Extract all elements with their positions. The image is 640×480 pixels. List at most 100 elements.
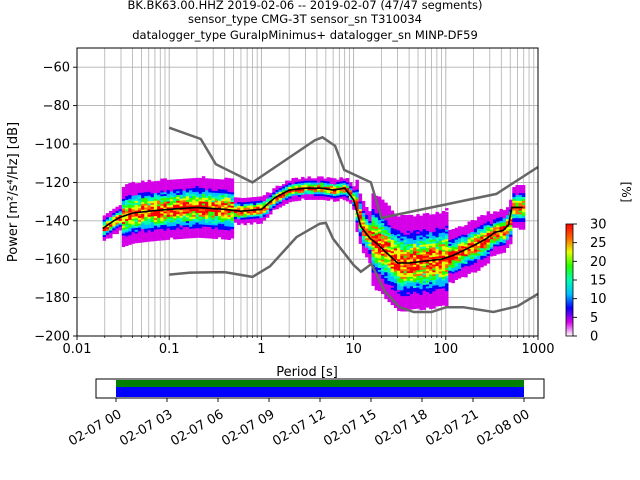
pdf-cell xyxy=(413,299,417,302)
pdf-cell xyxy=(249,197,254,200)
pdf-cell xyxy=(381,253,385,256)
pdf-cell xyxy=(493,242,497,245)
pdf-cell xyxy=(125,197,129,200)
pdf-cell xyxy=(198,189,203,192)
pdf-cell xyxy=(393,305,398,308)
pdf-cell xyxy=(493,238,497,241)
pdf-cell xyxy=(147,197,151,200)
pdf-cell xyxy=(422,228,427,232)
pdf-cell xyxy=(425,270,430,273)
pdf-cell xyxy=(429,245,433,248)
pdf-cell xyxy=(374,278,379,281)
pdf-cell xyxy=(422,290,427,293)
pdf-cell xyxy=(358,205,363,208)
pdf-cell xyxy=(400,293,404,297)
pdf-cell xyxy=(185,224,190,227)
pdf-cell xyxy=(381,218,385,222)
pdf-cell xyxy=(377,258,382,261)
pdf-cell xyxy=(141,182,145,185)
pdf-cell xyxy=(102,225,107,228)
pdf-cell xyxy=(179,194,183,197)
pdf-cell xyxy=(393,265,398,268)
pdf-cell xyxy=(486,228,491,231)
pdf-cell xyxy=(112,212,116,215)
pdf-cell xyxy=(441,245,446,248)
pdf-cell xyxy=(477,222,481,225)
pdf-cell xyxy=(397,216,401,219)
pdf-cell xyxy=(515,187,519,190)
pdf-cell xyxy=(429,302,433,306)
pdf-cell xyxy=(166,191,171,194)
pdf-cell xyxy=(358,218,363,221)
pdf-cell xyxy=(217,231,222,234)
pdf-cell xyxy=(173,229,177,232)
pdf-cell xyxy=(381,207,385,210)
pdf-cell xyxy=(214,194,219,197)
coverage-tick-label: 02-07 12 xyxy=(270,407,328,449)
pdf-cell xyxy=(441,220,446,223)
pdf-cell xyxy=(390,247,395,250)
pdf-cell xyxy=(499,251,503,254)
pdf-cell xyxy=(205,191,209,195)
pdf-cell xyxy=(141,180,145,183)
pdf-cell xyxy=(214,232,219,236)
pdf-cell xyxy=(365,239,369,242)
pdf-cell xyxy=(163,214,167,218)
pdf-cell xyxy=(173,204,177,207)
pdf-cell xyxy=(406,240,411,243)
pdf-cell xyxy=(153,194,158,197)
pdf-cell xyxy=(377,286,382,290)
pdf-cell xyxy=(243,211,247,214)
pdf-cell xyxy=(195,210,199,213)
pdf-cell xyxy=(432,289,436,292)
pdf-cell xyxy=(355,195,359,198)
pdf-cell xyxy=(205,199,209,202)
pdf-cell xyxy=(371,247,375,250)
pdf-cell xyxy=(211,184,215,187)
pdf-cell xyxy=(390,227,395,231)
pdf-cell xyxy=(374,236,379,239)
pdf-cell xyxy=(464,230,468,234)
pdf-cell xyxy=(163,203,167,206)
pdf-cell xyxy=(422,303,427,306)
pdf-cell xyxy=(230,220,235,224)
pdf-cell xyxy=(275,185,279,189)
pdf-cell xyxy=(461,253,465,256)
pdf-cell xyxy=(416,285,420,288)
pdf-cell xyxy=(422,247,427,251)
pdf-cell xyxy=(198,191,203,194)
pdf-cell xyxy=(502,242,507,246)
pdf-cell xyxy=(208,197,212,201)
pdf-cell xyxy=(381,262,385,266)
pdf-cell xyxy=(121,213,126,217)
pdf-cell xyxy=(163,222,167,225)
pdf-cell xyxy=(432,229,436,232)
pdf-cell xyxy=(502,214,507,217)
pdf-cell xyxy=(521,217,526,221)
pdf-cell xyxy=(208,224,212,227)
pdf-cell xyxy=(169,227,174,230)
pdf-cell xyxy=(125,187,129,191)
pdf-cell xyxy=(246,203,251,206)
pdf-cell xyxy=(285,180,289,183)
pdf-cell xyxy=(125,186,129,189)
pdf-cell xyxy=(153,238,158,242)
pdf-cell xyxy=(371,225,375,229)
pdf-cell xyxy=(393,225,398,228)
pdf-cell xyxy=(269,212,273,215)
pdf-cell xyxy=(397,293,401,296)
pdf-cell xyxy=(381,243,385,247)
pdf-cell xyxy=(217,213,222,217)
pdf-cell xyxy=(473,247,478,250)
pdf-cell xyxy=(425,247,430,250)
pdf-cell xyxy=(153,234,158,238)
pdf-cell xyxy=(179,182,183,186)
pdf-cell xyxy=(291,195,295,198)
pdf-cell xyxy=(157,180,161,184)
pdf-cell xyxy=(406,218,411,222)
pdf-cell xyxy=(112,222,116,225)
pdf-cell xyxy=(432,306,436,309)
pdf-cell xyxy=(419,215,423,219)
pdf-cell xyxy=(336,193,340,196)
pdf-cell xyxy=(374,238,379,241)
